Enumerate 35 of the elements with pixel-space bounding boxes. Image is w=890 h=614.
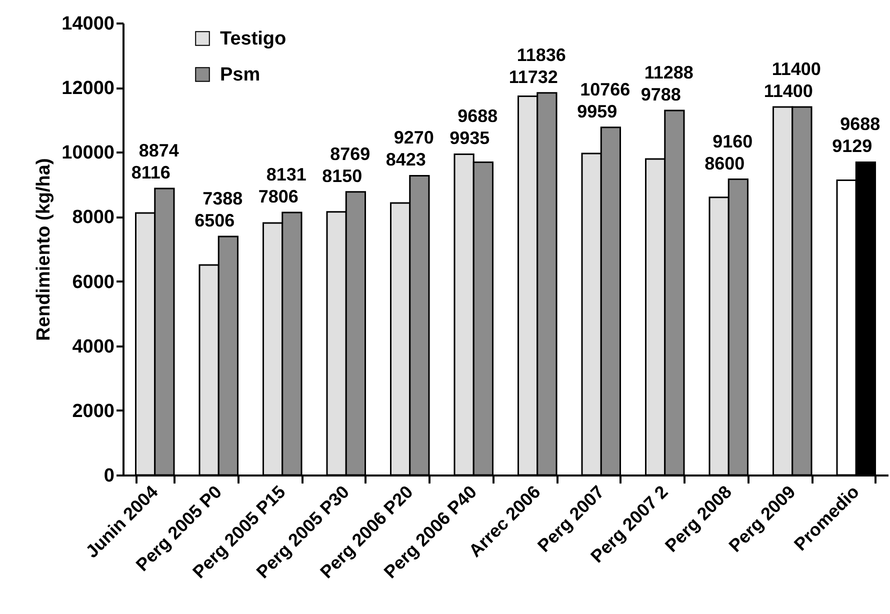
data-label: 11400 xyxy=(764,80,813,101)
data-label: 9959 xyxy=(577,101,618,122)
data-label: 11732 xyxy=(508,66,558,87)
data-label: 9688 xyxy=(840,114,880,134)
data-label: 6506 xyxy=(194,210,235,230)
data-label: 7806 xyxy=(258,186,298,206)
y-tick-label: 4000 xyxy=(72,336,114,358)
data-label: 8874 xyxy=(138,140,179,160)
data-label: 8769 xyxy=(330,144,370,164)
data-label: 11288 xyxy=(644,62,694,83)
data-label: 8600 xyxy=(704,153,745,174)
data-label: 8131 xyxy=(266,164,306,184)
y-tick-label: 0 xyxy=(104,466,114,486)
legend-label: Testigo xyxy=(220,28,286,50)
data-label: 9160 xyxy=(712,131,753,152)
data-label: 10766 xyxy=(580,79,630,100)
data-label: 8150 xyxy=(322,166,362,186)
y-tick-label: 10000 xyxy=(62,142,114,164)
y-tick-label: 14000 xyxy=(62,14,114,34)
data-label: 11836 xyxy=(516,44,566,65)
data-label: 8423 xyxy=(386,150,426,170)
legend-label: Psm xyxy=(220,64,260,86)
data-label: 8116 xyxy=(131,162,170,182)
data-label: 9270 xyxy=(394,128,434,148)
data-label: 7388 xyxy=(202,188,243,208)
y-tick-label: 2000 xyxy=(72,400,114,422)
y-tick-label: 6000 xyxy=(72,272,114,293)
data-label: 9935 xyxy=(450,128,490,148)
data-label: 9129 xyxy=(832,136,872,156)
y-tick-label: 12000 xyxy=(62,78,114,100)
data-label: 11400 xyxy=(772,58,821,79)
data-label: 9688 xyxy=(458,106,498,126)
y-tick-label: 8000 xyxy=(72,207,114,228)
y-axis-title: Rendimiento (kg/ha) xyxy=(34,158,55,341)
data-label: 9788 xyxy=(640,84,681,105)
